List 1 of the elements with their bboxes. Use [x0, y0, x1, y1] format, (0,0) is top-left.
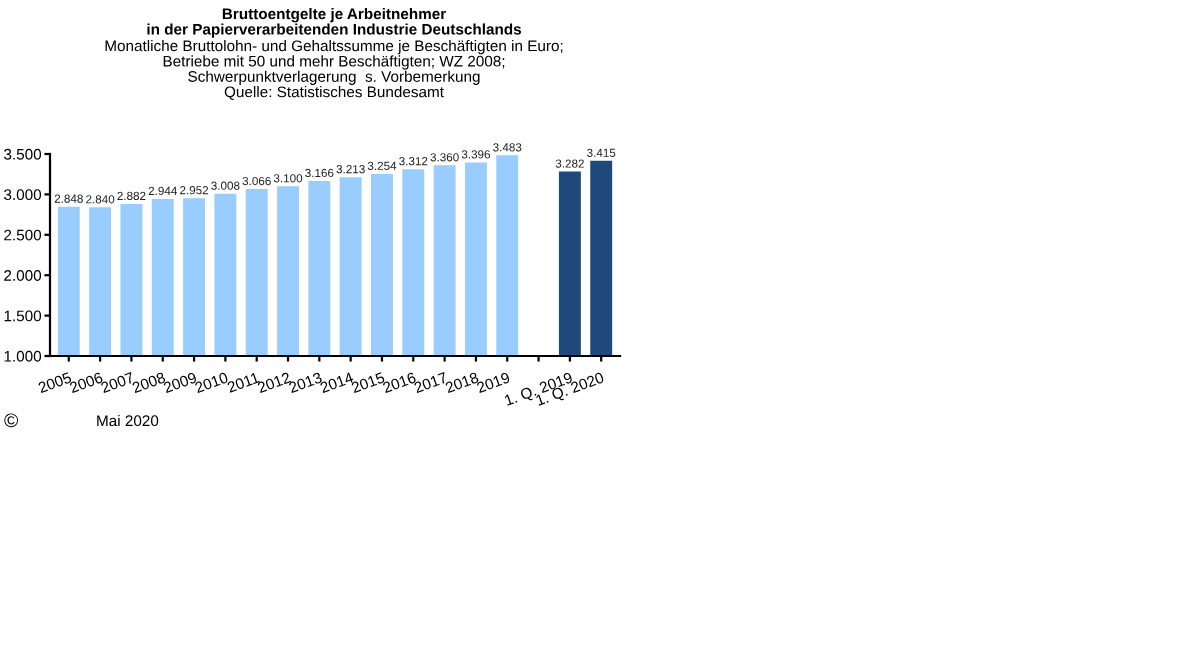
text: ©	[4, 413, 19, 428]
